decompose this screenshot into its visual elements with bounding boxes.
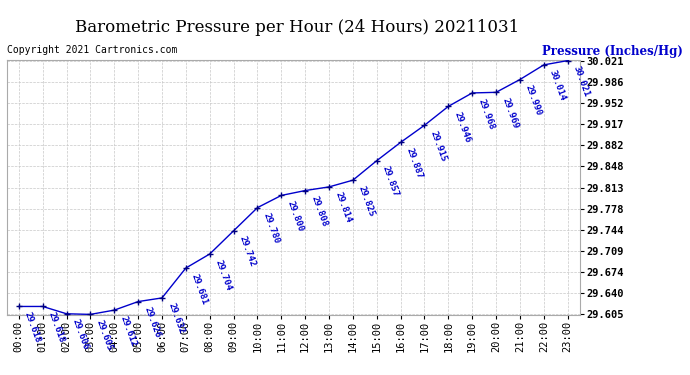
Text: 29.857: 29.857 [381, 165, 400, 198]
Text: Copyright 2021 Cartronics.com: Copyright 2021 Cartronics.com [7, 45, 177, 55]
Text: 29.681: 29.681 [190, 272, 210, 306]
Text: 29.946: 29.946 [453, 111, 472, 144]
Text: 29.606: 29.606 [70, 318, 90, 351]
Text: 29.618: 29.618 [47, 310, 66, 344]
Text: 29.915: 29.915 [428, 129, 448, 163]
Text: 29.814: 29.814 [333, 191, 353, 225]
Text: 29.632: 29.632 [166, 302, 186, 336]
Text: 29.742: 29.742 [238, 235, 257, 268]
Text: Barometric Pressure per Hour (24 Hours) 20211031: Barometric Pressure per Hour (24 Hours) … [75, 19, 519, 36]
Text: 29.626: 29.626 [142, 306, 161, 339]
Text: 29.825: 29.825 [357, 184, 377, 218]
Text: 29.780: 29.780 [262, 212, 281, 245]
Text: 30.014: 30.014 [548, 69, 567, 102]
Text: 29.808: 29.808 [309, 195, 329, 228]
Text: 29.969: 29.969 [500, 96, 520, 130]
Text: 29.968: 29.968 [476, 97, 496, 130]
Text: 29.990: 29.990 [524, 84, 544, 117]
Text: 29.704: 29.704 [214, 258, 233, 291]
Text: 29.605: 29.605 [95, 318, 114, 352]
Text: 30.021: 30.021 [572, 65, 591, 98]
Text: Pressure (Inches/Hg): Pressure (Inches/Hg) [542, 45, 683, 58]
Text: 29.618: 29.618 [23, 310, 43, 344]
Text: 29.887: 29.887 [405, 147, 424, 180]
Text: 29.800: 29.800 [286, 200, 305, 233]
Text: 29.612: 29.612 [119, 314, 138, 348]
